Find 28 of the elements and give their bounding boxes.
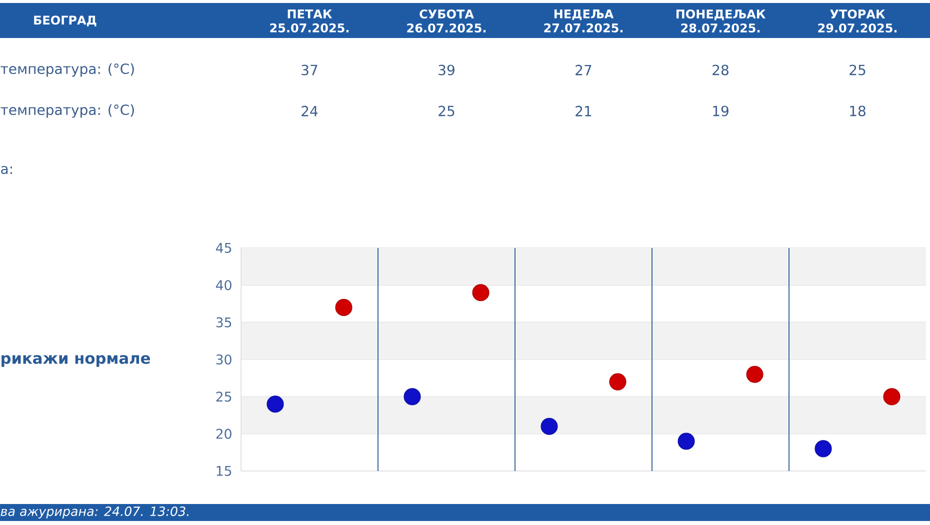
text: НЕДЕЉА 27.07.2025. xyxy=(544,10,623,32)
text: рикажи нормале xyxy=(2,355,150,367)
data-label: 24 xyxy=(302,106,318,116)
y-tick-label: 45 xyxy=(216,243,232,253)
data-label: 28 xyxy=(712,64,728,76)
data-label: 19 xyxy=(713,106,728,116)
data-label: 25 xyxy=(850,64,866,76)
text: температура: (°C) xyxy=(0,63,134,77)
y-tick-label: 25 xyxy=(216,392,232,402)
data-label: 21 xyxy=(576,106,592,116)
y-tick-label: 15 xyxy=(216,466,232,476)
text: СУБОТА 26.07.2025. xyxy=(407,9,486,33)
data-label: 25 xyxy=(438,106,454,116)
text: БЕОГРАД xyxy=(34,16,96,26)
text: ПОНЕДЕЉАК 28.07.2025. xyxy=(676,9,766,33)
data-label: 37 xyxy=(302,64,318,76)
text: УТОРАК 29.07.2025. xyxy=(818,9,897,33)
text: температура: (°C) xyxy=(0,104,134,118)
text: а: xyxy=(1,166,12,174)
data-label: 39 xyxy=(438,64,454,76)
y-tick-label: 30 xyxy=(216,354,232,365)
text: ва ажурирана: 24.07. 13:03. xyxy=(0,506,188,519)
y-tick-label: 35 xyxy=(216,317,232,328)
y-tick-label: 40 xyxy=(216,280,232,290)
data-label: 27 xyxy=(576,64,592,76)
data-label: 18 xyxy=(850,106,866,116)
text: ПЕТАК 25.07.2025. xyxy=(270,10,349,32)
y-tick-label: 20 xyxy=(216,428,232,439)
